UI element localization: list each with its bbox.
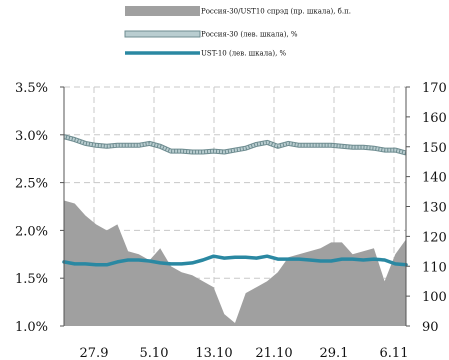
legend-label: UST-10 (лев. шкала), %: [201, 50, 287, 58]
y-right-tick-label: 120: [422, 230, 447, 245]
x-tick-label: 21.10: [255, 346, 292, 360]
x-tick-label: 27.9: [80, 346, 109, 360]
series-ust10-line: [62, 254, 408, 267]
legend: Россия-30/UST10 спрэд (пр. шкала), б.п. Р…: [124, 6, 351, 58]
x-tick-label: 6.11: [380, 346, 409, 360]
y-right-tick-label: 110: [422, 260, 447, 275]
y-right-tick-label: 170: [422, 81, 447, 96]
y-right-tick-label: 90: [422, 320, 439, 335]
legend-label: Россия-30 (лев. шкала), %: [201, 31, 298, 39]
y-left-tick-label: 1.5%: [15, 272, 48, 287]
y-left-tick-label: 3.0%: [15, 129, 48, 144]
x-tick-label: 5.10: [140, 346, 169, 360]
legend-swatch-area: [125, 6, 200, 16]
series-spread-area: [64, 200, 406, 326]
legend-label: Россия-30/UST10 спрэд (пр. шкала), б.п.: [201, 8, 351, 16]
y-left-tick-label: 1.0%: [15, 320, 48, 335]
y-left-tick-label: 3.5%: [15, 81, 48, 96]
legend-swatch-russia30: [124, 30, 201, 38]
y-left-tick-label: 2.0%: [15, 224, 48, 239]
y-left-tick-label: 2.5%: [15, 177, 48, 192]
plot-area: [62, 134, 408, 326]
y-right-tick-label: 130: [422, 201, 447, 216]
series-russia30-line: [63, 135, 407, 155]
axes: 1.0% 1.5% 2.0% 2.5% 3.0% 3.5% 90 100 110 120 130 14…: [15, 81, 447, 360]
y-right-tick-label: 150: [422, 141, 447, 156]
y-right-tick-label: 100: [422, 290, 447, 305]
y-right-tick-label: 160: [422, 111, 447, 126]
x-tick-label: 13.10: [195, 346, 232, 360]
y-right-tick-label: 140: [422, 171, 447, 186]
x-tick-label: 29.1: [320, 346, 349, 360]
